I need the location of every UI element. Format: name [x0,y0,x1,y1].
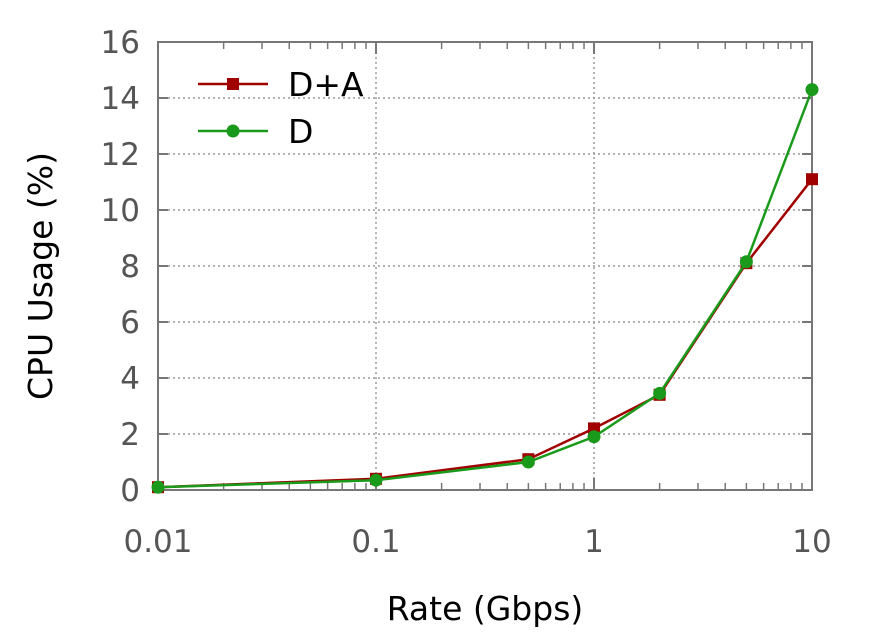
x-tick-label: 0.01 [123,524,192,560]
data-point-circle [805,83,819,97]
x-tick-label: 10 [792,524,831,560]
data-point-circle [369,473,383,487]
x-tick-label: 0.1 [351,524,400,560]
series [151,83,819,494]
data-point-circle [587,430,601,444]
minor-ticks [222,42,803,490]
legend-label: D+A [288,65,364,104]
y-tick-label: 8 [120,249,140,285]
series-d [151,83,819,494]
y-axis-ticks: 0 2 4 6 8 10 12 14 16 [101,25,812,509]
y-tick-label: 4 [120,361,140,397]
y-axis-title: CPU Usage (%) [21,152,60,400]
y-tick-label: 6 [120,305,140,341]
y-tick-label: 2 [120,417,140,453]
legend-label: D [288,112,313,151]
data-point-circle [653,386,667,400]
legend-item: D+A [198,65,364,104]
series-line [157,89,814,489]
grid [158,42,812,490]
y-tick-label: 12 [101,137,140,173]
data-point-circle [521,455,535,469]
series-d-plus-a [152,173,818,494]
x-axis-ticks: 0.01 0.1 1 10 [123,42,832,560]
legend-item: D [198,112,313,151]
y-tick-label: 14 [101,81,140,117]
data-point-circle [151,480,165,494]
y-tick-label: 10 [101,193,140,229]
series-line [157,178,813,489]
x-tick-label: 1 [584,524,604,560]
x-axis-title: Rate (Gbps) [387,589,584,628]
legend-marker-square [227,78,239,90]
y-tick-label: 16 [101,25,140,61]
legend: D+A D [198,65,364,151]
data-point-square [806,173,818,186]
data-point-circle [739,255,753,269]
y-tick-label: 0 [120,473,140,509]
legend-marker-circle [226,124,240,138]
